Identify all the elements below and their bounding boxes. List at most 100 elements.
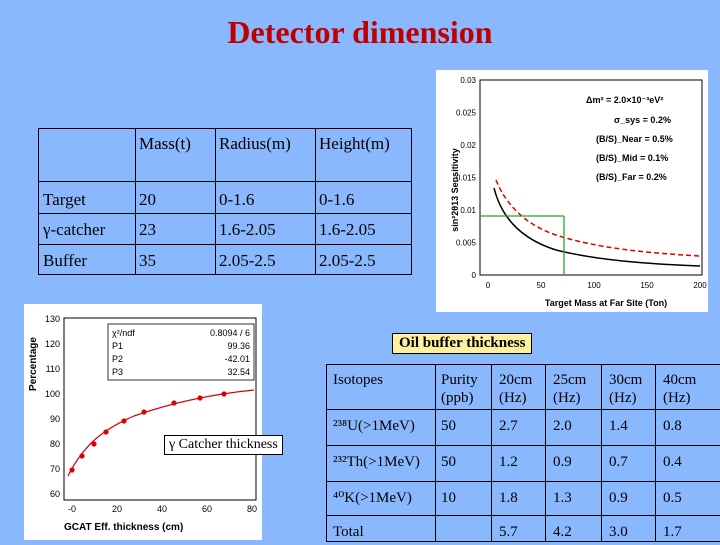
x-tick-label: 100	[587, 281, 601, 290]
row-mass: 23	[139, 220, 156, 239]
legend-near: (B/S)_Near = 0.5%	[596, 134, 673, 144]
row-height: 1.6-2.05	[319, 220, 376, 239]
fit-curve	[67, 389, 255, 477]
y-tick-label: 100	[45, 389, 60, 399]
stat-value: 0.8094 / 6	[210, 328, 250, 338]
row-mass: 35	[139, 251, 156, 270]
data-point	[121, 418, 127, 424]
row-radius: 2.05-2.5	[219, 251, 276, 270]
data-point	[197, 395, 203, 401]
purity-cell: 50	[441, 418, 456, 434]
slide-title: Detector dimension	[227, 14, 493, 50]
isotope-table: Isotopes Purity (ppb) 20cm (Hz) 25cm (Hz) 30…	[326, 364, 720, 542]
row-label: γ-catcher	[43, 220, 106, 239]
oil-callout: Oil buffer thickness	[392, 333, 533, 354]
row-divider	[327, 445, 720, 446]
y-tick-label: 0.02	[460, 141, 476, 150]
row-height: 2.05-2.5	[319, 251, 376, 270]
rate-cell: 0.8	[663, 418, 682, 434]
y-tick-label: 130	[45, 314, 60, 324]
data-point	[103, 429, 109, 435]
stat-name: P2	[112, 354, 123, 364]
row-radius: 1.6-2.05	[219, 220, 276, 239]
stat-name: P1	[112, 341, 123, 351]
y-tick-label: 0.005	[456, 239, 477, 248]
column-divider	[435, 365, 436, 541]
rate-cell: 2.7	[499, 418, 518, 434]
y-tick-label: 0.025	[456, 109, 477, 118]
y-axis-label: Percentage	[28, 337, 39, 391]
data-point	[171, 400, 177, 406]
rate-cell: 3.0	[609, 524, 628, 540]
isotope-cell: ⁴⁰K(>1MeV)	[333, 490, 412, 506]
dimension-table: Mass(t) Radius(m) Height(m) Target 20 0-…	[38, 128, 412, 275]
y-tick-label: 0	[472, 271, 477, 280]
row-divider	[327, 481, 720, 482]
column-divider	[545, 365, 546, 541]
rate-cell: 2.0	[553, 418, 572, 434]
catcher-callout: γ Catcher thickness	[164, 435, 283, 455]
sensitivity-svg: sin²2θ13 Sensitivity 0 0.005 0.01 0.015 0.02…	[450, 76, 707, 308]
rate-cell: 1.8	[499, 490, 518, 506]
rate-cell: 1.7	[663, 524, 682, 540]
x-tick-label: 20	[112, 504, 122, 514]
y-tick-label: 0.01	[460, 206, 476, 215]
row-divider	[327, 409, 720, 410]
y-axis-label: sin²2θ13 Sensitivity	[450, 148, 460, 231]
x-tick-label: 200	[693, 281, 707, 290]
x-tick-label: 60	[202, 504, 212, 514]
rate-cell: 1.3	[553, 490, 572, 506]
stat-name: χ²/ndf	[112, 328, 135, 338]
isotope-cell: ²³²Th(>1MeV)	[333, 454, 420, 470]
rate-cell: 4.2	[553, 524, 572, 540]
stat-value: 99.36	[227, 341, 250, 351]
header-mass: Mass(t)	[139, 134, 191, 153]
data-point	[79, 453, 85, 459]
x-axis-label: Target Mass at Far Site (Ton)	[545, 298, 667, 308]
column-divider	[491, 365, 492, 541]
row-label: Target	[43, 190, 86, 209]
rate-cell: 5.7	[499, 524, 518, 540]
legend-sys: σ_sys = 0.2%	[614, 115, 671, 125]
y-tick-label: 120	[45, 339, 60, 349]
legend-dm2: Δm² = 2.0×10⁻³eV²	[586, 95, 663, 105]
x-tick-label: 40	[157, 504, 167, 514]
row-mass: 20	[139, 190, 156, 209]
legend-far: (B/S)_Far = 0.2%	[596, 172, 667, 182]
header-cell: Isotopes	[333, 372, 383, 388]
row-label: Buffer	[43, 251, 88, 270]
header-height: Height(m)	[319, 134, 390, 153]
row-height: 0-1.6	[319, 190, 355, 209]
y-tick-label: 90	[50, 414, 60, 424]
x-tick-label: 0	[486, 281, 491, 290]
data-point	[91, 441, 97, 447]
isotope-cell: Total	[333, 524, 364, 540]
x-axis-label: GCAT Eff. thickness (cm)	[64, 522, 183, 533]
purity-cell: 50	[441, 454, 456, 470]
x-tick-label: 150	[640, 281, 654, 290]
rate-cell: 1.2	[499, 454, 518, 470]
sensitivity-plot: sin²2θ13 Sensitivity 0 0.005 0.01 0.015 0.02…	[436, 70, 708, 312]
rate-cell: 0.4	[663, 454, 682, 470]
y-tick-label: 0.015	[456, 174, 477, 183]
rate-cell: 0.7	[609, 454, 628, 470]
stat-value: 32.54	[227, 367, 250, 377]
y-tick-label: 110	[46, 364, 60, 374]
rate-cell: 1.4	[609, 418, 628, 434]
data-point	[141, 409, 147, 415]
stat-name: P3	[112, 367, 123, 377]
header-cell: Purity (ppb)	[441, 372, 478, 406]
header-cell: 40cm (Hz)	[663, 372, 697, 406]
gcat-svg: Percentage 60 70 80 90 100 110 120 130 -0 20 40 60…	[28, 314, 257, 533]
y-tick-label: 80	[50, 439, 60, 449]
sensitivity-curve-red	[495, 179, 701, 257]
header-cell: 25cm (Hz)	[553, 372, 587, 406]
legend-mid: (B/S)_Mid = 0.1%	[596, 153, 668, 163]
x-tick-label: -0	[68, 504, 76, 514]
sensitivity-curve-black	[493, 187, 701, 267]
y-tick-label: 0.03	[460, 76, 476, 85]
rate-cell: 0.9	[553, 454, 572, 470]
purity-cell: 10	[441, 490, 456, 506]
rate-cell: 0.5	[663, 490, 682, 506]
header-radius: Radius(m)	[219, 134, 291, 153]
